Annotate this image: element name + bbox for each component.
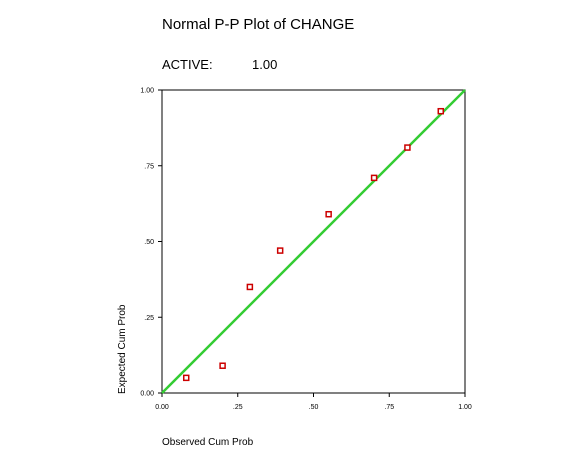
y-tick-label: .75 xyxy=(144,163,154,170)
ticks-layer: 0.00 .25 .50 .75 1.00 0.00 .25 .50 .75 1.00 xyxy=(140,88,472,412)
data-point xyxy=(404,144,411,151)
data-point xyxy=(246,283,254,291)
y-tick-label: 1.00 xyxy=(140,88,154,95)
reference-line-layer xyxy=(161,89,466,394)
data-point xyxy=(182,374,190,382)
y-tick-label: .50 xyxy=(144,239,154,246)
y-tick-label: 0.00 xyxy=(140,391,154,398)
x-tick-label: .75 xyxy=(384,404,394,411)
data-point xyxy=(219,362,226,369)
points-layer xyxy=(182,107,445,382)
data-point xyxy=(325,210,332,218)
chart-title: Normal P-P Plot of CHANGE xyxy=(162,16,354,33)
x-tick-label: .25 xyxy=(233,404,243,411)
subtitle-value: 1.00 xyxy=(252,57,277,72)
subtitle-label: ACTIVE: xyxy=(162,57,213,72)
data-point xyxy=(437,107,445,115)
data-point xyxy=(370,174,378,182)
x-tick-label: 0.00 xyxy=(155,404,169,411)
reference-line xyxy=(161,89,466,394)
x-axis-label: Observed Cum Prob xyxy=(162,437,254,448)
data-point xyxy=(276,247,284,254)
x-tick-label: 1.00 xyxy=(458,404,472,411)
x-tick-label: .50 xyxy=(309,404,319,411)
y-axis-label: Expected Cum Prob xyxy=(117,304,128,394)
y-tick-label: .25 xyxy=(144,315,154,322)
